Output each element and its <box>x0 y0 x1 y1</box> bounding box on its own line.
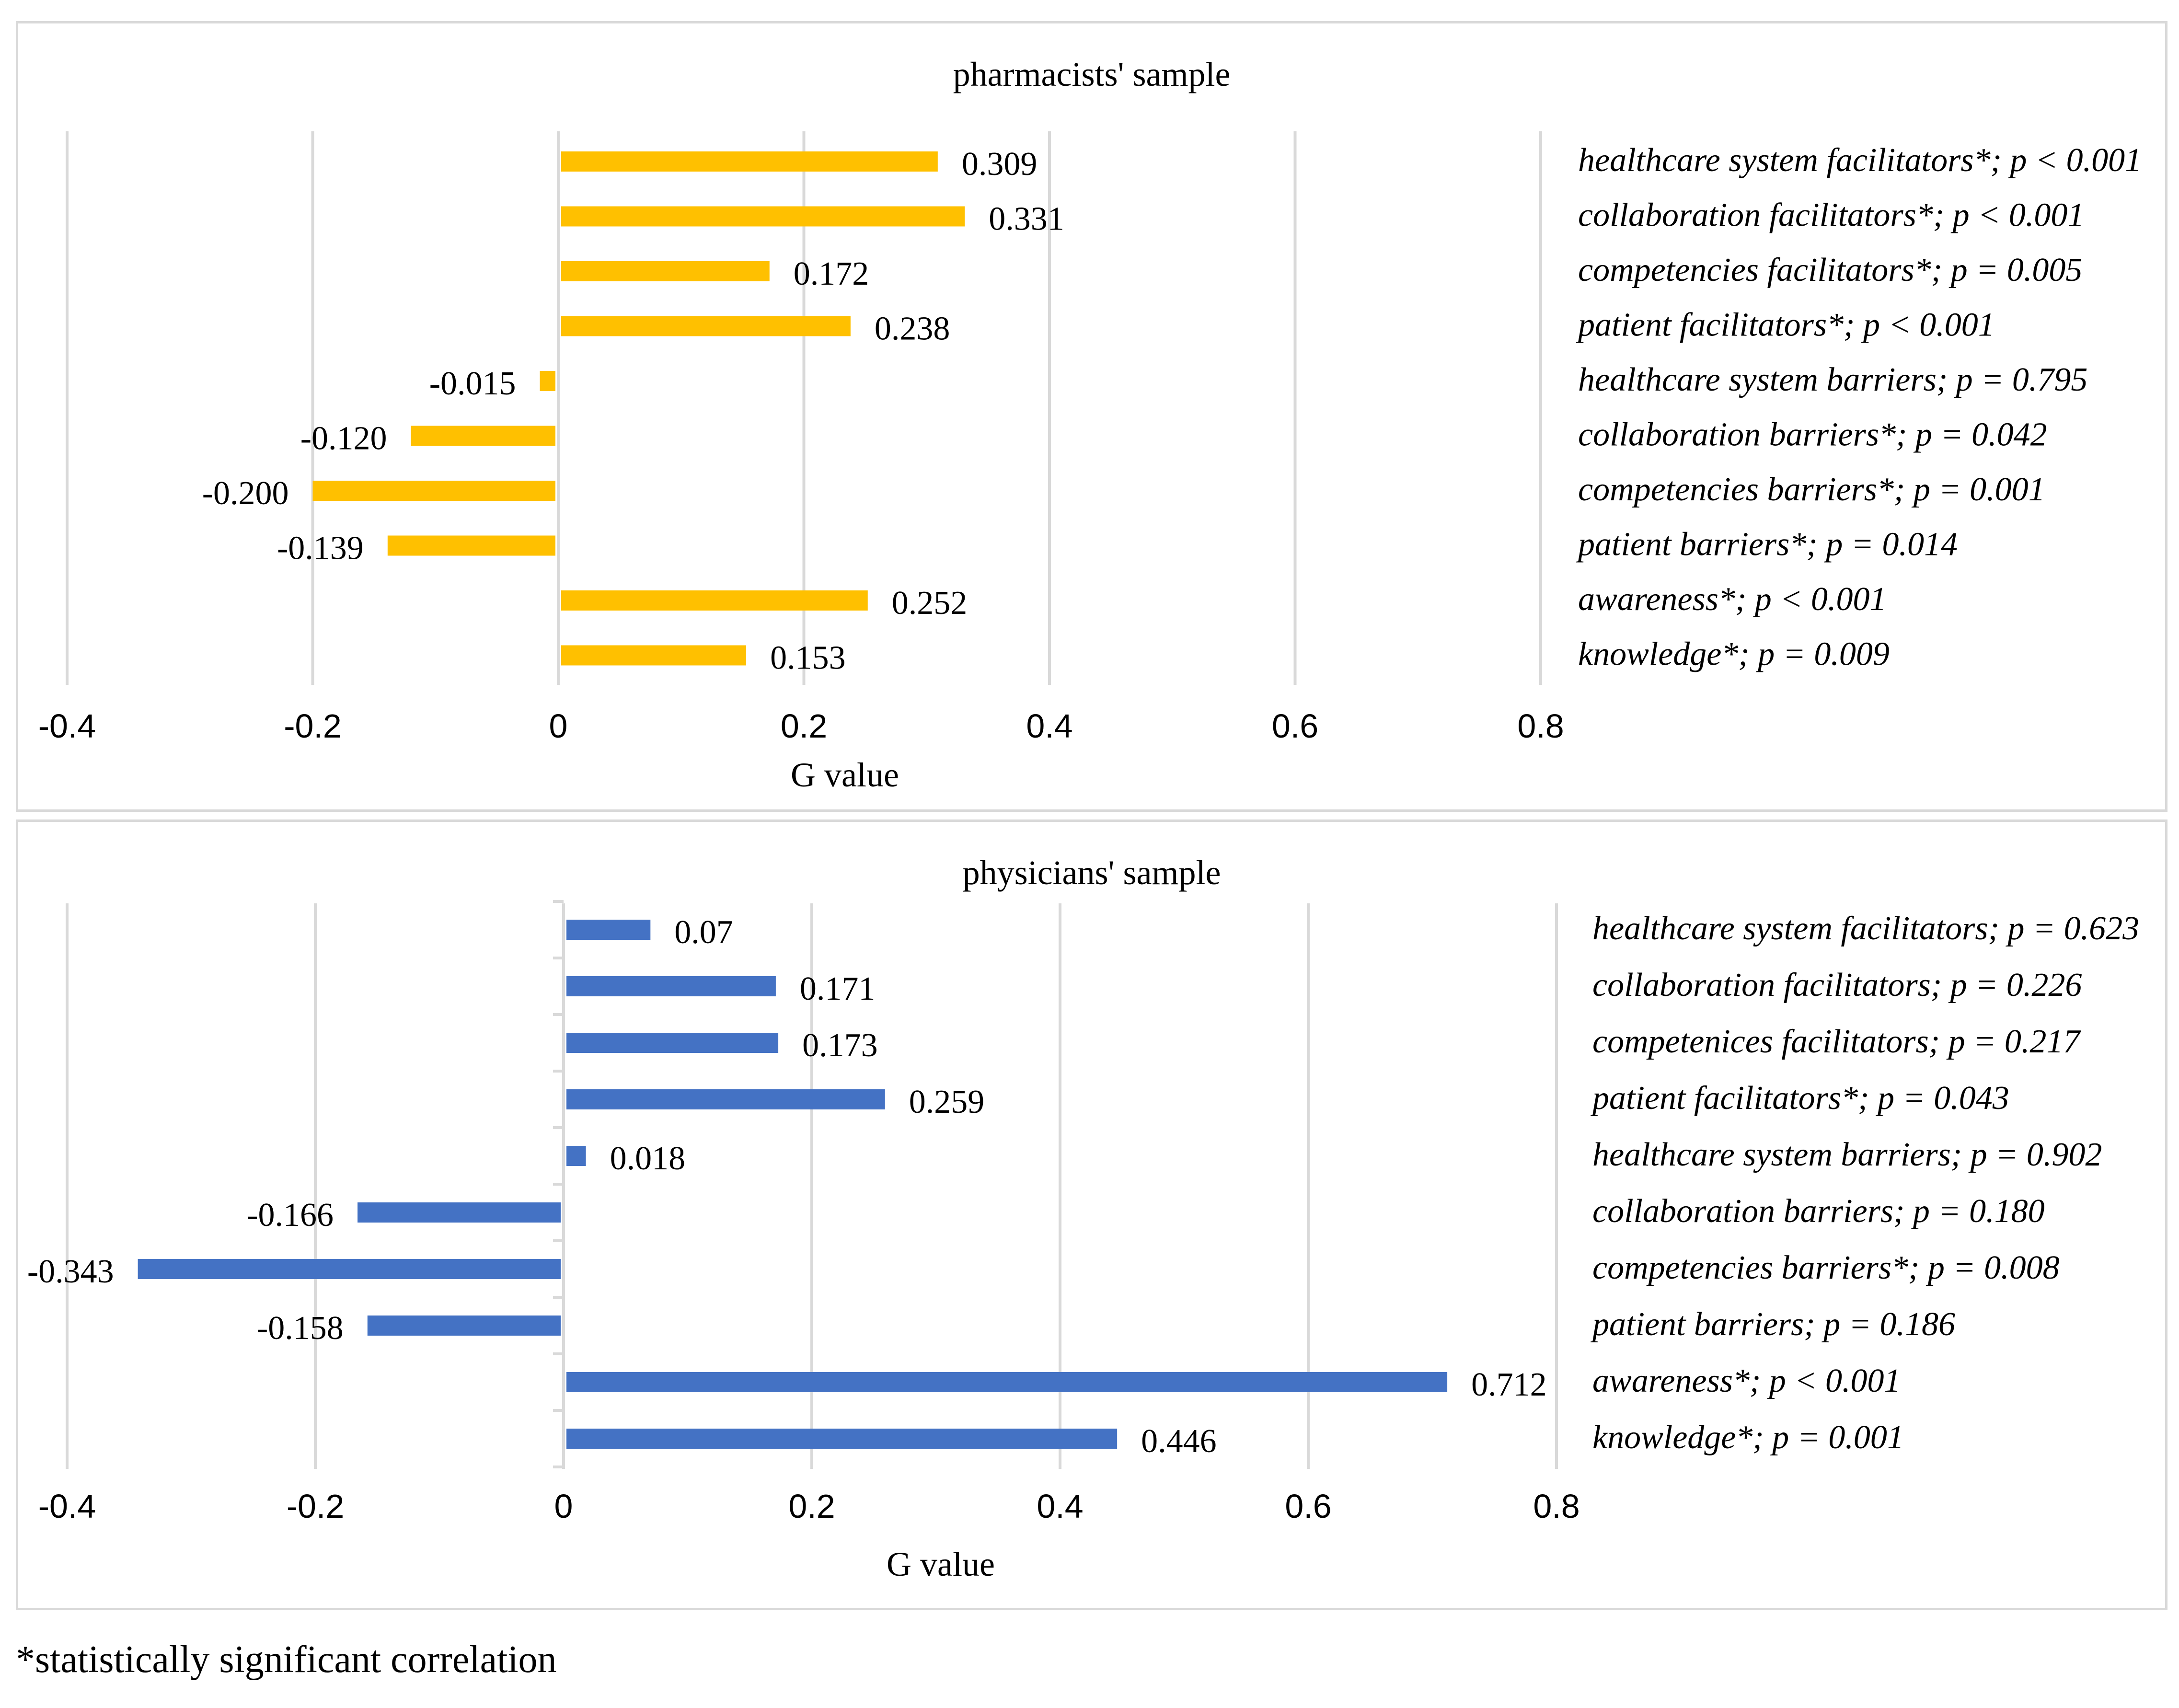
physicians-bar <box>367 1316 561 1336</box>
pharmacists-x-tick-label: 0.2 <box>781 707 827 745</box>
pharmacists-bar <box>561 261 770 281</box>
physicians-data-label: 0.712 <box>1471 1366 1547 1403</box>
pharmacists-x-tick-label: 0.4 <box>1026 707 1072 745</box>
physicians-chart-title: physicians' sample <box>963 854 1221 892</box>
physicians-data-label: 0.259 <box>909 1084 985 1120</box>
physicians-category-label: healthcare system barriers; p = 0.902 <box>1592 1136 2102 1173</box>
pharmacists-chart-panel: pharmacists' sample -0.4 -0.2 0 0.2 0.4 0.6 0.8… <box>16 21 2167 812</box>
pharmacists-data-label: 0.153 <box>770 640 846 677</box>
physicians-category-label: patient barriers; p = 0.186 <box>1590 1306 1955 1343</box>
physicians-data-label: 0.173 <box>802 1027 878 1064</box>
physicians-data-label: 0.171 <box>800 970 876 1007</box>
physicians-category-label: competenices facilitators; p = 0.217 <box>1592 1023 2081 1060</box>
pharmacists-category-label: collaboration barriers*; p = 0.042 <box>1578 416 2047 453</box>
physicians-bar <box>357 1202 561 1223</box>
physicians-chart-svg: physicians' sample -0.4 -0.2 0 0.2 0.4 0.6 0.8 0… <box>27 854 2139 1583</box>
physicians-bar <box>566 920 651 940</box>
pharmacists-data-label: 0.309 <box>962 146 1038 183</box>
pharmacists-data-label: -0.120 <box>300 420 387 457</box>
pharmacists-category-label: healthcare system barriers; p = 0.795 <box>1578 361 2087 398</box>
pharmacists-category-label: knowledge*; p = 0.009 <box>1578 636 1890 673</box>
physicians-x-tick-label: -0.4 <box>38 1488 96 1525</box>
physicians-bar <box>566 976 776 996</box>
pharmacists-x-axis-title: G value <box>791 756 899 794</box>
pharmacists-category-label: awareness*; p < 0.001 <box>1578 581 1887 618</box>
pharmacists-data-label: 0.238 <box>875 311 950 347</box>
pharmacists-bar <box>561 151 938 172</box>
pharmacists-category-label: competencies barriers*; p = 0.001 <box>1578 471 2045 508</box>
physicians-data-label: 0.446 <box>1141 1423 1217 1460</box>
pharmacists-category-label: competencies facilitators*; p = 0.005 <box>1578 252 2082 289</box>
physicians-bar <box>138 1259 561 1279</box>
pharmacists-data-label: -0.139 <box>277 530 364 567</box>
pharmacists-bar <box>561 206 965 227</box>
physicians-category-label: competencies barriers*; p = 0.008 <box>1592 1249 2060 1286</box>
pharmacists-category-label: healthcare system facilitators*; p < 0.0… <box>1578 142 2142 179</box>
pharmacists-chart-svg: pharmacists' sample -0.4 -0.2 0 0.2 0.4 0.6 0.8… <box>38 55 2142 794</box>
physicians-category-label: collaboration facilitators; p = 0.226 <box>1592 967 2082 1004</box>
physicians-bar <box>566 1429 1118 1449</box>
pharmacists-chart-title: pharmacists' sample <box>953 55 1231 93</box>
footnote: *statistically significant correlation <box>16 1639 557 1681</box>
physicians-data-label: -0.343 <box>27 1253 114 1290</box>
physicians-bar <box>566 1372 1448 1392</box>
physicians-bar <box>566 1033 779 1053</box>
pharmacists-x-tick-label: 0.8 <box>1517 707 1564 745</box>
pharmacists-bar <box>561 645 747 666</box>
pharmacists-bar <box>387 535 555 556</box>
physicians-data-label: -0.166 <box>247 1197 334 1234</box>
pharmacists-bar <box>561 316 851 336</box>
physicians-bar <box>566 1089 885 1109</box>
physicians-chart-panel: physicians' sample -0.4 -0.2 0 0.2 0.4 0.6 0.8 0… <box>16 819 2167 1610</box>
physicians-category-label: awareness*; p < 0.001 <box>1592 1362 1901 1399</box>
pharmacists-x-tick-label: -0.4 <box>38 707 96 745</box>
pharmacists-bar <box>561 590 868 611</box>
pharmacists-x-tick-label: 0 <box>549 707 568 745</box>
physicians-category-label: patient facilitators*; p = 0.043 <box>1590 1080 2009 1117</box>
physicians-data-label: 0.07 <box>674 914 733 951</box>
physicians-category-label: knowledge*; p = 0.001 <box>1592 1419 1904 1456</box>
physicians-category-label: collaboration barriers; p = 0.180 <box>1592 1193 2045 1230</box>
physicians-x-axis-title: G value <box>887 1545 995 1583</box>
pharmacists-category-label: collaboration facilitators*; p < 0.001 <box>1578 197 2084 234</box>
physicians-data-label: -0.158 <box>257 1310 344 1347</box>
physicians-x-tick-label: 0 <box>554 1488 573 1525</box>
pharmacists-data-label: 0.331 <box>989 201 1064 238</box>
physicians-category-label: healthcare system facilitators; p = 0.62… <box>1592 910 2139 947</box>
physicians-bar <box>566 1146 586 1166</box>
physicians-x-tick-label: -0.2 <box>287 1488 345 1525</box>
pharmacists-data-label: 0.172 <box>794 255 869 292</box>
pharmacists-bar <box>540 371 555 391</box>
physicians-x-tick-label: 0.2 <box>788 1488 835 1525</box>
pharmacists-data-label: 0.252 <box>892 585 968 622</box>
pharmacists-data-label: -0.015 <box>429 365 516 402</box>
pharmacists-bar <box>312 481 555 501</box>
physicians-x-tick-label: 0.6 <box>1285 1488 1331 1525</box>
pharmacists-data-label: -0.200 <box>202 475 289 512</box>
physicians-x-tick-label: 0.4 <box>1037 1488 1083 1525</box>
physicians-data-label: 0.018 <box>610 1140 686 1177</box>
pharmacists-bar <box>411 426 555 446</box>
pharmacists-x-tick-label: -0.2 <box>284 707 342 745</box>
pharmacists-category-label: patient barriers*; p = 0.014 <box>1576 526 1958 563</box>
physicians-x-tick-label: 0.8 <box>1533 1488 1579 1525</box>
pharmacists-category-label: patient facilitators*; p < 0.001 <box>1576 307 1995 344</box>
pharmacists-x-tick-label: 0.6 <box>1272 707 1318 745</box>
